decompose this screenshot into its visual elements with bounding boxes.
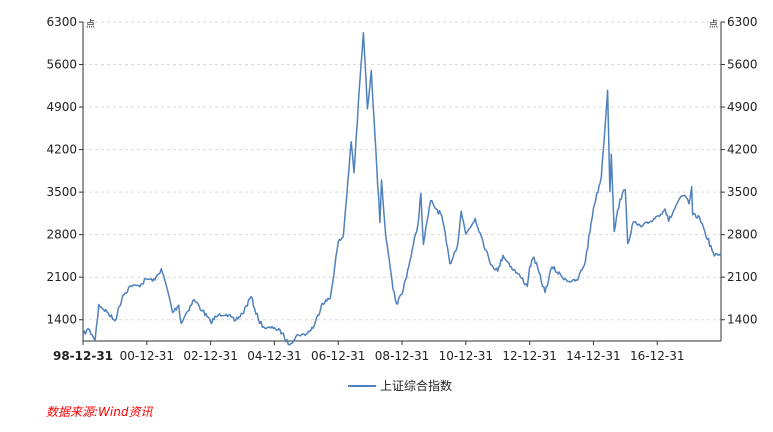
y-tick-label-right: 1400 <box>727 313 758 327</box>
y-tick-label-left: 2800 <box>46 228 77 242</box>
y-ticks-right: 1400 2100 2800 3500 4200 4900 5600 6300 <box>721 15 758 327</box>
y-tick-label-right: 4200 <box>727 143 758 157</box>
y-tick-label-right: 2800 <box>727 228 758 242</box>
x-tick-label: 08-12-31 <box>375 349 429 363</box>
x-tick-label: 12-12-31 <box>502 349 556 363</box>
x-tick-label: 14-12-31 <box>566 349 620 363</box>
legend-label: 上证综合指数 <box>380 378 452 393</box>
source-note: 数据来源:Wind资讯 <box>46 405 153 419</box>
x-tick-label: 00-12-31 <box>120 349 174 363</box>
y-tick-label-left: 4900 <box>46 100 77 114</box>
y-tick-label-left: 4200 <box>46 143 77 157</box>
y-tick-label-right: 4900 <box>727 100 758 114</box>
y-tick-label-left: 2100 <box>46 270 77 284</box>
grid-lines <box>83 21 721 321</box>
x-tick-label: 06-12-31 <box>311 349 365 363</box>
x-tick-label: 16-12-31 <box>630 349 684 363</box>
y-tick-label-left: 1400 <box>46 313 77 327</box>
y-unit-left: 点 <box>86 19 95 30</box>
x-ticks: 98-12-31 00-12-31 02-12-31 04-12-31 06-12-31… <box>53 341 684 363</box>
series-line-shanghai-composite <box>82 31 722 346</box>
legend: 上证综合指数 <box>348 378 452 393</box>
y-tick-label-left: 5600 <box>46 58 77 72</box>
y-tick-label-right: 3500 <box>727 185 758 199</box>
y-tick-label-right: 6300 <box>727 15 758 29</box>
y-unit-right: 点 <box>709 19 718 30</box>
y-ticks-left: 1400 2100 2800 3500 4200 4900 5600 6300 <box>46 15 83 327</box>
x-tick-label: 10-12-31 <box>439 349 493 363</box>
x-tick-label: 02-12-31 <box>183 349 237 363</box>
y-tick-label-right: 5600 <box>727 58 758 72</box>
x-tick-label: 98-12-31 <box>53 349 113 363</box>
x-tick-label: 04-12-31 <box>247 349 301 363</box>
y-tick-label-left: 3500 <box>46 185 77 199</box>
y-tick-label-left: 6300 <box>46 15 77 29</box>
y-tick-label-right: 2100 <box>727 270 758 284</box>
